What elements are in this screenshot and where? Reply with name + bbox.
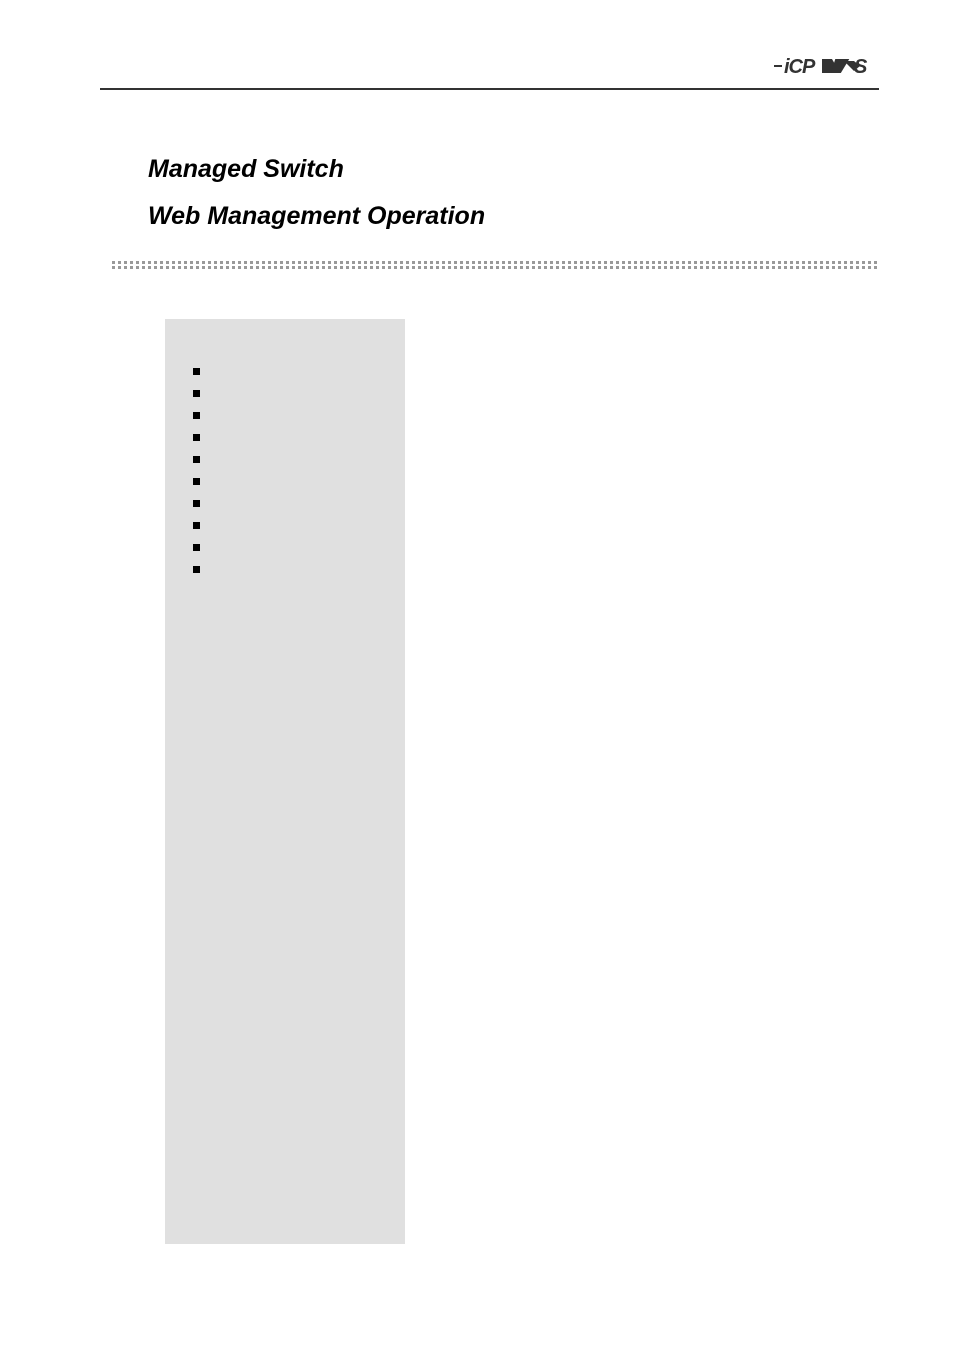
- grey-panel: [165, 319, 405, 1244]
- bullet-icon: [193, 478, 200, 485]
- content-area: Managed Switch Web Management Operation: [0, 90, 954, 1244]
- page-title-main: Managed Switch: [148, 155, 954, 184]
- bullet-icon: [193, 456, 200, 463]
- list-item: [193, 361, 405, 383]
- bullet-icon: [193, 434, 200, 441]
- bullet-icon: [193, 522, 200, 529]
- bullet-icon: [193, 566, 200, 573]
- bullet-icon: [193, 390, 200, 397]
- bullet-icon: [193, 412, 200, 419]
- list-item: [193, 427, 405, 449]
- list-item: [193, 449, 405, 471]
- svg-text:S: S: [854, 56, 868, 77]
- header-rule: [100, 88, 879, 90]
- bullet-icon: [193, 500, 200, 507]
- logo-icon: iCP S: [774, 55, 869, 77]
- divider: [112, 261, 877, 269]
- bullet-icon: [193, 368, 200, 375]
- list-item: [193, 493, 405, 515]
- list-item: [193, 537, 405, 559]
- svg-text:iCP: iCP: [784, 56, 816, 77]
- page-header: iCP S: [0, 0, 954, 90]
- bullet-icon: [193, 544, 200, 551]
- logo: iCP S: [774, 55, 869, 83]
- list-item: [193, 559, 405, 581]
- list-item: [193, 515, 405, 537]
- list-item: [193, 383, 405, 405]
- list-item: [193, 405, 405, 427]
- page-title-sub: Web Management Operation: [148, 202, 954, 231]
- bullet-list: [193, 361, 405, 581]
- list-item: [193, 471, 405, 493]
